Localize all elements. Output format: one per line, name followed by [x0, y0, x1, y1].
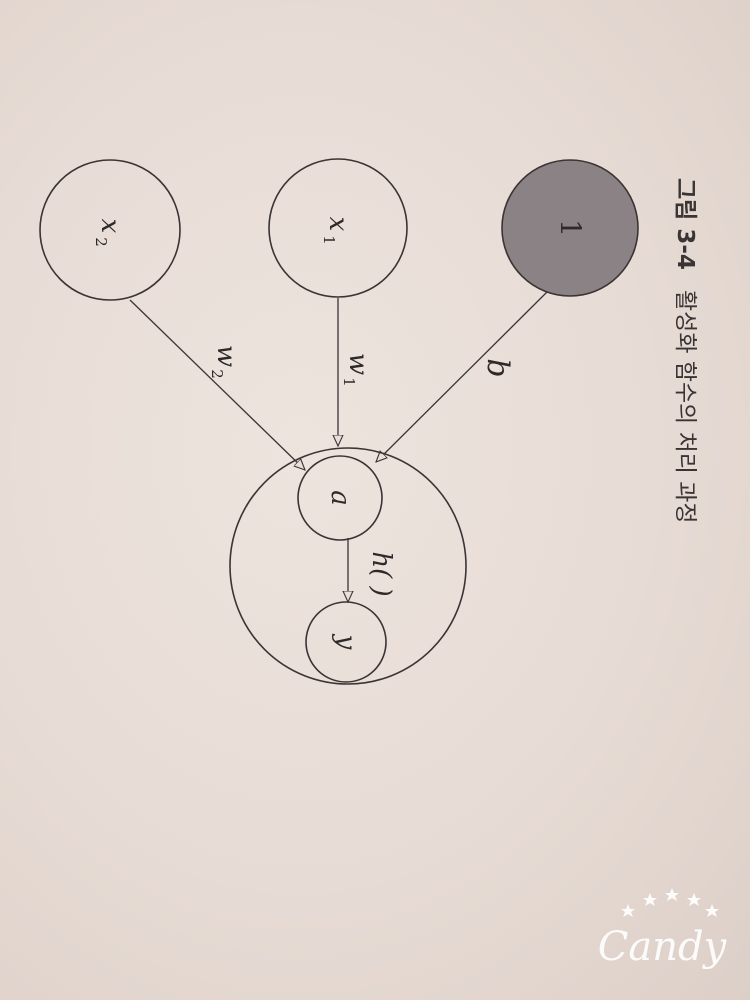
x1-subscript: 1 [320, 235, 338, 245]
w1-subscript: 1 [340, 377, 358, 387]
candy-watermark: Candy [598, 888, 728, 970]
a-label-group: a [325, 490, 355, 506]
activation-label: h( ) [366, 551, 396, 596]
w2-label-group: w 2 [208, 345, 241, 379]
watermark-star-icon-4 [687, 893, 701, 906]
w1-label-group: w 1 [340, 353, 373, 387]
figure-caption: 그림 3-4 활성화 함수의 처리 과정 [672, 178, 698, 524]
node-a [297, 455, 383, 541]
node-y [305, 601, 387, 683]
b-label-group: b [480, 358, 515, 377]
input-node-x2 [39, 159, 181, 301]
y-label: y [331, 634, 361, 650]
b-label: b [480, 358, 515, 377]
w2-label: w [211, 345, 241, 367]
x2-label: x [95, 219, 125, 234]
bias-node-label-group: 1 [554, 219, 587, 237]
x2-subscript: 2 [92, 237, 110, 247]
watermark-star-icon-3 [665, 888, 679, 901]
edge-x2-to-a [129, 299, 305, 470]
x2-label-group: x 2 [92, 219, 125, 247]
watermark-star-icon-2 [643, 893, 657, 906]
neuron-outer-circle [229, 447, 467, 685]
input-node-x1 [268, 158, 408, 298]
watermark-star-icon-5 [705, 904, 719, 917]
watermark-text: Candy [598, 924, 728, 970]
w1-label: w [343, 353, 373, 375]
h-label-group: h( ) [366, 551, 396, 596]
caption-title: 활성화 함수의 처리 과정 [672, 290, 698, 524]
a-label: a [325, 490, 355, 506]
bias-node [501, 159, 639, 297]
bias-node-label: 1 [554, 219, 587, 237]
x1-label-group: x 1 [320, 217, 353, 245]
w2-subscript: 2 [208, 369, 226, 379]
x1-label: x [323, 217, 353, 232]
caption-number: 그림 3-4 [672, 178, 698, 270]
edge-bias-to-a [376, 291, 548, 462]
y-label-group: y [331, 634, 361, 650]
watermark-star-icon-1 [621, 904, 635, 917]
